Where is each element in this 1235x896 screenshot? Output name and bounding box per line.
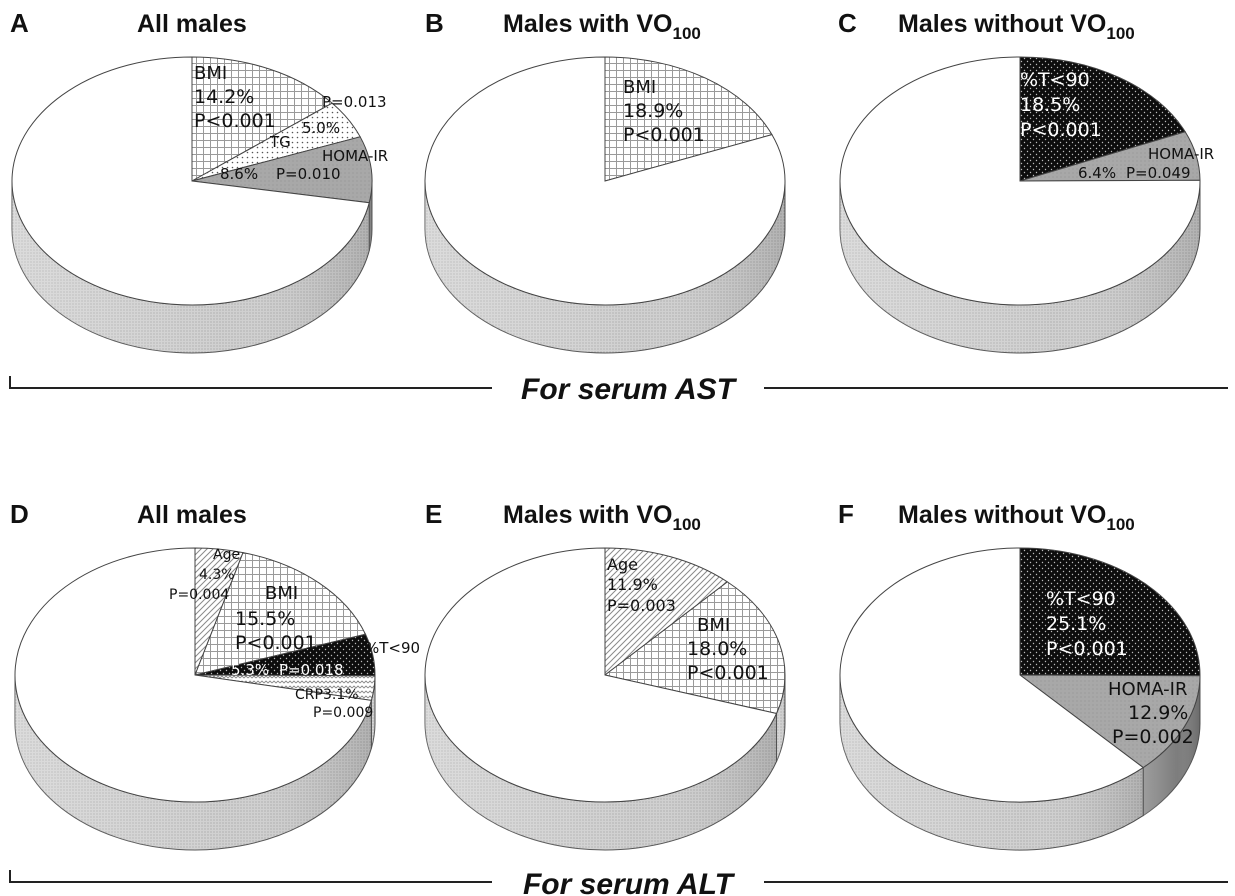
- section-divider-alt: For serum ALT: [9, 868, 1228, 896]
- pie-slice-remainder: [14, 547, 373, 803]
- slice-value-text: 14.2%: [194, 86, 254, 108]
- slice-label: BMI: [697, 615, 730, 636]
- bracket-line: [9, 376, 492, 389]
- slice-p: P<0.001: [623, 124, 705, 146]
- slice-p: P=0.010: [276, 165, 341, 183]
- pie-slice-remainder: [839, 56, 1201, 306]
- section-label: For serum ALT: [523, 868, 736, 896]
- slice-p: P=0.009: [313, 705, 373, 721]
- slice-value-text: 4.3%: [199, 567, 235, 583]
- slice-value-text: 6.4%: [1078, 164, 1116, 182]
- panel-letter: F: [838, 499, 854, 529]
- pie-slice-remainder: [839, 547, 1145, 803]
- pie-side-shade: [425, 181, 785, 353]
- panel-title: All males: [137, 10, 247, 38]
- slice-label: HOMA-IR: [1148, 145, 1214, 163]
- panel-letter: A: [10, 8, 29, 38]
- pie-side-shade: [12, 181, 370, 353]
- panel-title: Males with VO100: [503, 10, 701, 43]
- panel-title: Males without VO100: [898, 10, 1135, 43]
- slice-value-text: 5.3%: [231, 661, 269, 679]
- slice-p: P=0.013: [322, 93, 387, 111]
- slice-label: Age: [213, 547, 240, 563]
- slice-p: P<0.001: [687, 662, 769, 684]
- slice-p: P<0.001: [1020, 119, 1102, 141]
- slice-p: P=0.018: [279, 661, 344, 679]
- pie-slice-t-90: [1019, 56, 1186, 182]
- slice-value-text: 12.9%: [1128, 702, 1188, 724]
- pie-side-shade: [1143, 675, 1200, 816]
- slice-value-text: 8.6%: [220, 165, 258, 183]
- section-label: For serum AST: [521, 373, 738, 406]
- pie-side-shade: [425, 675, 777, 850]
- panel-f: F Males without VO100 %T<90 25.1% P<0.001 H…: [838, 499, 1201, 851]
- section-divider-ast: For serum AST: [9, 373, 1228, 406]
- slice-value-text: 15.5%: [235, 608, 295, 630]
- slice-label: BMI: [623, 77, 656, 98]
- slice-p: P=0.049: [1126, 164, 1191, 182]
- pie-slice-remainder: [11, 56, 370, 306]
- pie-side-shade: [840, 675, 1144, 851]
- slice-label: BMI: [194, 63, 227, 84]
- slice-p: P=0.002: [1112, 726, 1194, 748]
- slice-label: BMI: [265, 583, 298, 604]
- slice-p: P<0.001: [1046, 638, 1128, 660]
- panel-letter: B: [425, 8, 444, 38]
- pie-slice-bmi: [603, 581, 786, 715]
- pie-side-shade: [15, 675, 372, 850]
- slice-value-text: 18.5%: [1020, 94, 1080, 116]
- pie-slice-t-90: [1019, 547, 1201, 677]
- slice-label: CRP: [295, 687, 323, 703]
- slice-label: TG: [269, 133, 291, 151]
- panel-c: C Males without VO100 %T<90 18.5% P<0.001 H…: [838, 8, 1214, 354]
- pie-slice-remainder: [424, 547, 778, 803]
- pie-slice-remainder: [424, 56, 786, 306]
- panel-letter: D: [10, 499, 29, 529]
- panel-letter: C: [838, 8, 857, 38]
- pie-slice-age: [604, 547, 729, 677]
- panel-title: Males with VO100: [503, 501, 701, 534]
- slice-value-text: 3.1%: [323, 687, 359, 703]
- pie-slice-homa-ir: [1018, 674, 1201, 769]
- slice-p: P=0.004: [169, 587, 229, 603]
- pie-chart: Age 4.3% P=0.004 BMI 15.5%P<0.001 %T<90 5.3% P=…: [14, 547, 420, 851]
- slice-value-text: 25.1%: [1046, 613, 1106, 635]
- panel-letter: E: [425, 499, 442, 529]
- pie-side-shade: [371, 675, 375, 749]
- slice-label: %T<90: [1020, 69, 1090, 91]
- pie-slice-bmi: [191, 56, 333, 182]
- slice-value-text: 5.0%: [302, 119, 340, 137]
- bracket-line: [9, 870, 492, 883]
- panel-title: All males: [137, 501, 247, 529]
- slice-value-text: 18.9%: [623, 100, 683, 122]
- pie-slice-bmi: [604, 56, 773, 182]
- slice-p: P<0.001: [235, 632, 317, 654]
- slice-p: P=0.003: [607, 596, 676, 615]
- pie-side-shade: [840, 181, 1200, 353]
- slice-value-text: 18.0%: [687, 638, 747, 660]
- panel-title: Males without VO100: [898, 501, 1135, 534]
- panel-d: D All males Age 4.3% P=0.004 BMI 15.5%P<0.00…: [10, 499, 420, 851]
- pie-chart: %T<90 18.5% P<0.001 HOMA-IR 6.4% P=0.049: [839, 56, 1214, 354]
- slice-value-text: 11.9%: [607, 575, 658, 594]
- slice-p: P<0.001: [194, 110, 276, 132]
- slice-label: %T<90: [1046, 588, 1116, 610]
- slice-label: %T<90: [365, 639, 420, 657]
- slice-label: HOMA-IR: [322, 147, 388, 165]
- pie-side-shade: [369, 181, 372, 251]
- slice-label: Age: [607, 555, 638, 574]
- slice-label: HOMA-IR: [1108, 679, 1187, 700]
